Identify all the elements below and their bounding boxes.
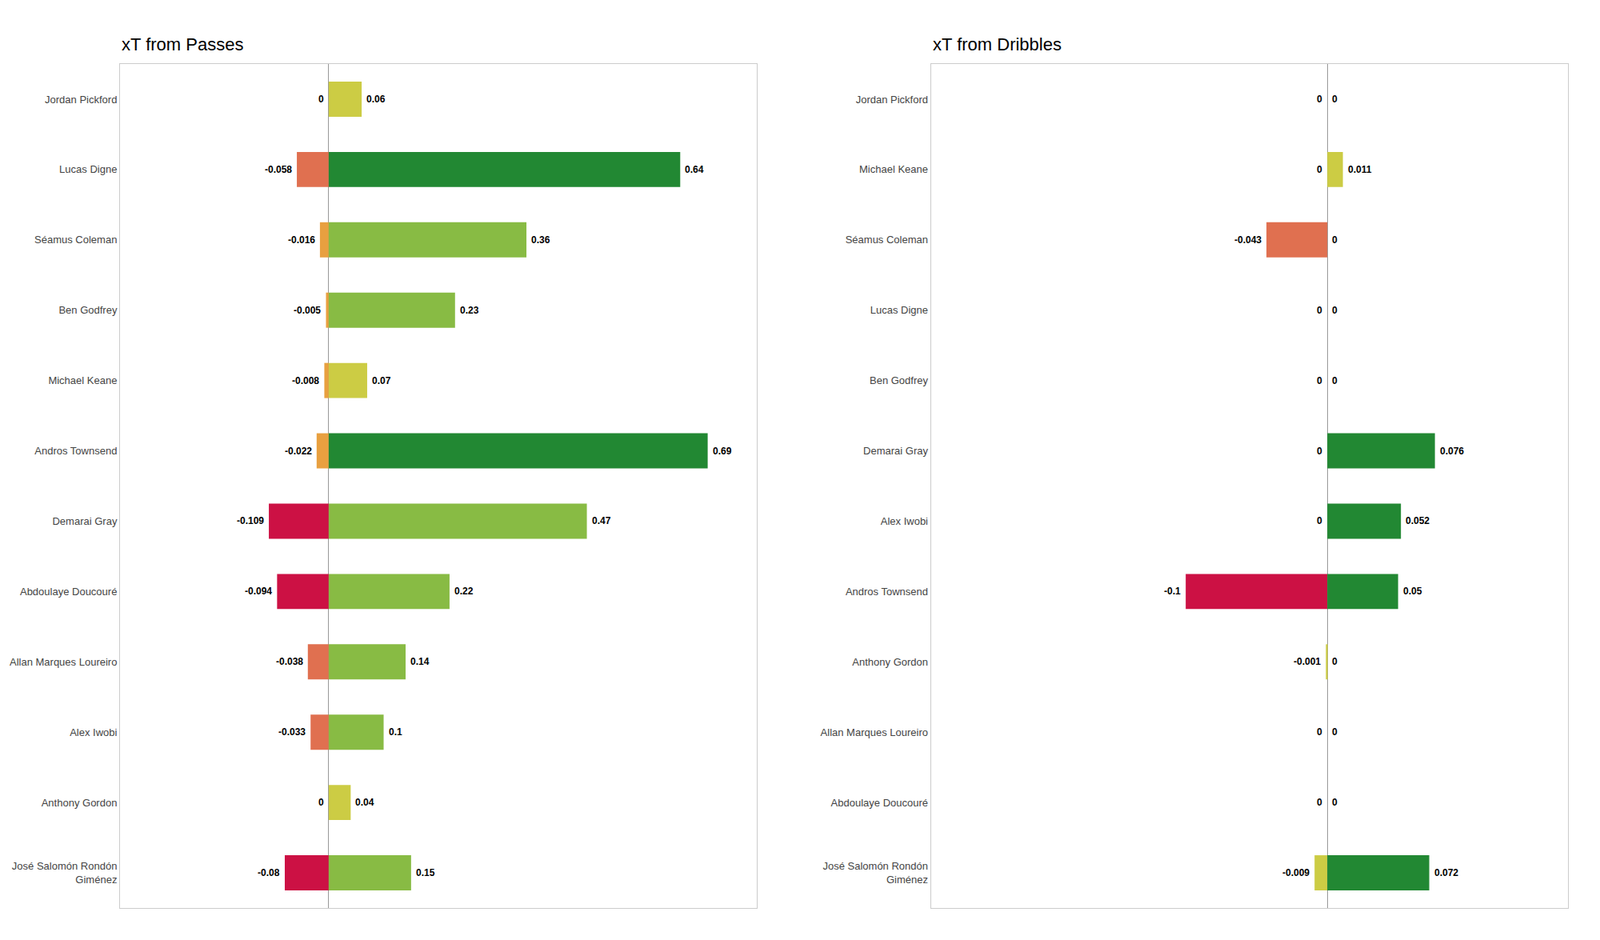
- svg-text:José Salomón RondónGiménez: José Salomón RondónGiménez: [12, 860, 118, 886]
- svg-text:Séamus Coleman: Séamus Coleman: [34, 233, 117, 246]
- svg-text:-0.094: -0.094: [244, 585, 272, 597]
- svg-text:0.23: 0.23: [460, 304, 480, 316]
- svg-text:0: 0: [1332, 726, 1338, 738]
- svg-text:Abdoulaye Doucouré: Abdoulaye Doucouré: [20, 585, 117, 598]
- svg-text:Michael Keane: Michael Keane: [48, 374, 117, 387]
- svg-text:0: 0: [1316, 515, 1323, 527]
- svg-text:0: 0: [1316, 304, 1323, 316]
- svg-text:0.011: 0.011: [1348, 164, 1372, 176]
- svg-text:Anthony Gordon: Anthony Gordon: [852, 656, 928, 668]
- svg-text:Alex Iwobi: Alex Iwobi: [69, 726, 117, 739]
- svg-text:Lucas Digne: Lucas Digne: [59, 163, 117, 176]
- svg-text:0: 0: [1332, 93, 1338, 105]
- svg-text:-0.038: -0.038: [276, 656, 304, 668]
- svg-text:0: 0: [1332, 375, 1338, 387]
- svg-text:-0.109: -0.109: [236, 515, 264, 527]
- svg-text:Séamus Coleman: Séamus Coleman: [845, 233, 928, 246]
- svg-text:0.05: 0.05: [1403, 585, 1423, 597]
- svg-text:Ben Godfrey: Ben Godfrey: [869, 374, 928, 387]
- svg-text:0: 0: [1332, 234, 1338, 246]
- svg-text:0.072: 0.072: [1434, 867, 1459, 879]
- svg-text:Jordan Pickford: Jordan Pickford: [856, 93, 928, 106]
- svg-text:-0.043: -0.043: [1234, 234, 1262, 246]
- svg-text:0.22: 0.22: [454, 585, 474, 597]
- svg-text:0: 0: [1316, 93, 1323, 105]
- svg-text:Allan Marques Loureiro: Allan Marques Loureiro: [9, 656, 117, 668]
- svg-text:Abdoulaye Doucouré: Abdoulaye Doucouré: [831, 796, 928, 809]
- svg-text:-0.008: -0.008: [292, 375, 320, 387]
- svg-text:-0.033: -0.033: [278, 726, 306, 738]
- svg-text:Alex Iwobi: Alex Iwobi: [880, 515, 928, 528]
- svg-text:0.076: 0.076: [1440, 445, 1464, 457]
- svg-text:Andros Townsend: Andros Townsend: [845, 585, 928, 598]
- svg-text:Lucas Digne: Lucas Digne: [870, 304, 928, 316]
- svg-text:xT from Dribbles: xT from Dribbles: [932, 34, 1062, 55]
- svg-text:-0.009: -0.009: [1282, 867, 1310, 879]
- svg-text:-0.022: -0.022: [284, 445, 312, 457]
- svg-text:0.1: 0.1: [388, 726, 403, 738]
- svg-text:0: 0: [1332, 796, 1338, 808]
- svg-text:0.052: 0.052: [1405, 515, 1430, 527]
- svg-text:José Salomón RondónGiménez: José Salomón RondónGiménez: [822, 860, 928, 886]
- svg-text:Michael Keane: Michael Keane: [859, 163, 928, 176]
- svg-text:Demarai Gray: Demarai Gray: [52, 515, 117, 528]
- svg-text:-0.058: -0.058: [264, 164, 292, 176]
- svg-text:-0.1: -0.1: [1164, 585, 1181, 597]
- svg-text:0.69: 0.69: [712, 445, 732, 457]
- svg-text:0: 0: [1332, 304, 1338, 316]
- svg-text:0: 0: [1316, 726, 1323, 738]
- svg-text:0.07: 0.07: [372, 375, 392, 387]
- svg-text:-0.016: -0.016: [288, 234, 316, 246]
- svg-text:0.36: 0.36: [531, 234, 551, 246]
- svg-text:Anthony Gordon: Anthony Gordon: [41, 796, 118, 809]
- svg-text:-0.08: -0.08: [257, 867, 280, 879]
- svg-text:Ben Godfrey: Ben Godfrey: [58, 304, 117, 316]
- svg-text:Allan Marques Loureiro: Allan Marques Loureiro: [820, 726, 928, 739]
- svg-text:0.64: 0.64: [684, 164, 704, 176]
- svg-text:0.06: 0.06: [366, 93, 386, 105]
- svg-text:0.15: 0.15: [416, 867, 436, 879]
- svg-text:0: 0: [1316, 445, 1323, 457]
- svg-text:0: 0: [1316, 164, 1323, 176]
- svg-text:0: 0: [1316, 796, 1323, 808]
- svg-text:Demarai Gray: Demarai Gray: [863, 444, 928, 457]
- svg-text:xT from Passes: xT from Passes: [121, 34, 244, 55]
- svg-text:0: 0: [318, 796, 324, 808]
- svg-text:0: 0: [1316, 375, 1323, 387]
- svg-text:0: 0: [318, 93, 324, 105]
- svg-text:0.47: 0.47: [592, 515, 612, 527]
- svg-text:Andros Townsend: Andros Townsend: [34, 444, 117, 457]
- svg-text:Jordan Pickford: Jordan Pickford: [44, 93, 117, 106]
- svg-text:-0.005: -0.005: [293, 304, 321, 316]
- svg-text:0.04: 0.04: [355, 796, 375, 808]
- svg-text:0: 0: [1332, 656, 1338, 668]
- svg-text:-0.001: -0.001: [1293, 656, 1321, 668]
- svg-text:0.14: 0.14: [410, 656, 430, 668]
